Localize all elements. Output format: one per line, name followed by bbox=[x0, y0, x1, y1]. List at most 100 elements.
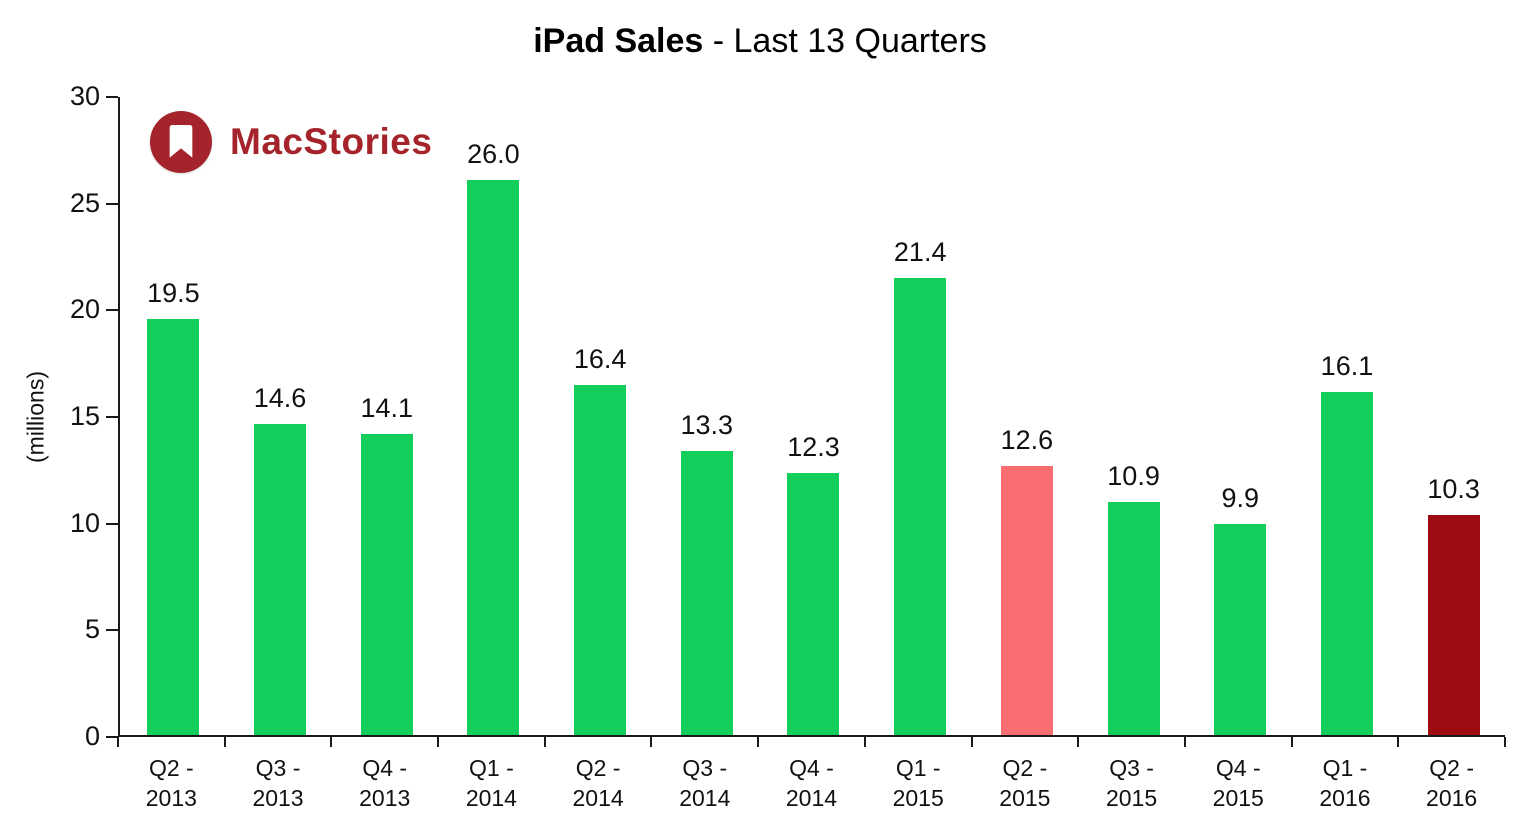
x-axis-tick bbox=[543, 737, 546, 747]
bar-value-label: 26.0 bbox=[467, 139, 520, 170]
x-axis-tick bbox=[757, 737, 760, 747]
x-axis-label-year: 2015 bbox=[999, 785, 1051, 811]
chart-title-bold: iPad Sales bbox=[533, 22, 704, 60]
bar bbox=[1427, 515, 1480, 735]
x-axis-tick bbox=[437, 737, 440, 747]
x-axis-label-quarter: Q4 - bbox=[789, 755, 834, 781]
bar-value-label: 14.6 bbox=[253, 382, 307, 413]
bar-value-label: 19.5 bbox=[147, 278, 200, 308]
bar bbox=[467, 180, 520, 735]
bar-slot: 26.0 bbox=[440, 97, 547, 735]
bar bbox=[1107, 502, 1160, 735]
macstories-logo: MacStories bbox=[150, 111, 432, 173]
x-axis-label-year: 2014 bbox=[572, 785, 624, 811]
bar-slot: 9.9 bbox=[1187, 97, 1294, 735]
bar-slot: 16.1 bbox=[1294, 97, 1401, 735]
x-axis-label-quarter: Q3 - bbox=[255, 755, 301, 781]
x-axis-tick bbox=[650, 737, 653, 747]
x-axis-label-quarter: Q4 - bbox=[1215, 755, 1261, 781]
bar-slot: 14.1 bbox=[333, 97, 440, 735]
x-axis-label-quarter: Q4 - bbox=[362, 755, 408, 781]
bar bbox=[1214, 523, 1267, 735]
x-axis-label-year: 2013 bbox=[359, 785, 411, 811]
bar-value-label: 9.9 bbox=[1221, 482, 1260, 513]
bar-value-label: 13.3 bbox=[680, 410, 734, 441]
bar bbox=[787, 472, 840, 735]
bar-slot: 16.4 bbox=[547, 97, 654, 735]
x-axis-label-year: 2014 bbox=[785, 785, 838, 811]
x-axis-label-year: 2015 bbox=[892, 785, 944, 811]
bar-slot: 12.3 bbox=[760, 97, 867, 735]
chart-title-rest: - Last 13 Quarters bbox=[703, 22, 987, 60]
x-axis-label: Q2 - 2014 bbox=[545, 753, 652, 813]
x-axis-label: Q3 - 2013 bbox=[225, 753, 332, 813]
x-axis-label-year: 2013 bbox=[145, 785, 197, 811]
bar-value-label: 10.9 bbox=[1107, 461, 1160, 492]
x-axis-label-quarter: Q1 - bbox=[1322, 755, 1368, 781]
bar-value-label: 16.4 bbox=[573, 344, 627, 375]
x-axis-tick bbox=[1504, 737, 1506, 747]
x-axis-label-quarter: Q2 - bbox=[1429, 755, 1474, 781]
bar-value-label: 12.6 bbox=[1000, 425, 1054, 456]
bar-slot: 10.9 bbox=[1080, 97, 1187, 735]
y-axis-tick-label: 0 bbox=[84, 721, 100, 751]
bookmark-glyph bbox=[169, 125, 193, 158]
x-axis-label: Q4 - 2015 bbox=[1185, 753, 1292, 813]
x-axis-tick bbox=[863, 737, 866, 747]
bar bbox=[254, 423, 307, 735]
y-axis-tick-label: 25 bbox=[69, 187, 100, 218]
y-axis-tick bbox=[106, 96, 118, 98]
x-axis-label: Q4 - 2013 bbox=[331, 753, 438, 813]
bar-slot: 12.6 bbox=[974, 97, 1081, 735]
x-axis-label-year: 2015 bbox=[1212, 785, 1264, 811]
x-axis-label: Q1 - 2014 bbox=[438, 753, 545, 813]
x-axis-label-quarter: Q1 - bbox=[469, 755, 514, 781]
x-axis-label-year: 2013 bbox=[252, 785, 304, 811]
y-axis-tick bbox=[106, 202, 118, 205]
x-axis-label-year: 2016 bbox=[1319, 785, 1371, 811]
y-axis-tick bbox=[106, 736, 118, 738]
x-axis-label: Q3 - 2015 bbox=[1078, 753, 1185, 813]
x-axis-tick bbox=[1290, 737, 1293, 747]
y-axis-tick bbox=[106, 629, 118, 632]
x-axis-tick bbox=[970, 737, 973, 747]
logo-text: MacStories bbox=[230, 121, 433, 162]
bar bbox=[680, 451, 733, 735]
bar-slot: 13.3 bbox=[653, 97, 760, 735]
x-axis-label-year: 2014 bbox=[465, 785, 517, 811]
bar bbox=[147, 319, 200, 735]
y-axis-tick-label: 20 bbox=[69, 294, 100, 325]
plot-area: MacStories 19.5 14.6 14.1 26.0 16.4 13.3 12.3 2… bbox=[118, 97, 1505, 737]
bar-slot: 14.6 bbox=[227, 97, 334, 735]
x-axis-label-year: 2016 bbox=[1426, 785, 1478, 811]
bar-value-label: 14.1 bbox=[360, 393, 413, 424]
x-axis-tick bbox=[1077, 737, 1080, 747]
x-axis-label-quarter: Q3 - bbox=[1109, 755, 1154, 781]
x-axis-tick bbox=[330, 737, 333, 747]
bar-value-label: 10.3 bbox=[1427, 474, 1480, 505]
x-axis-label: Q1 - 2016 bbox=[1292, 753, 1399, 813]
bar-slot: 19.5 bbox=[120, 97, 227, 735]
bar bbox=[574, 385, 627, 735]
x-axis-label-quarter: Q2 - bbox=[1002, 755, 1048, 781]
y-axis-tick-label: 5 bbox=[84, 614, 100, 645]
x-axis-label: Q2 - 2016 bbox=[1398, 753, 1505, 813]
x-axis-tick bbox=[1397, 737, 1400, 747]
x-axis-label-year: 2014 bbox=[679, 785, 731, 811]
x-axis-label-quarter: Q3 - bbox=[682, 755, 728, 781]
x-axis-label-quarter: Q1 - bbox=[895, 755, 941, 781]
x-axis-label-quarter: Q2 - bbox=[575, 755, 621, 781]
y-axis-tick bbox=[106, 522, 118, 525]
x-axis-label: Q3 - 2014 bbox=[651, 753, 758, 813]
x-axis-label: Q2 - 2013 bbox=[118, 753, 225, 813]
chart-title: iPad Sales - Last 13 Quarters bbox=[0, 22, 1520, 61]
y-axis-tick-label: 15 bbox=[69, 401, 100, 431]
bookmark-icon bbox=[150, 111, 212, 173]
bar-slot: 21.4 bbox=[867, 97, 974, 735]
bar-value-label: 21.4 bbox=[893, 237, 947, 268]
x-axis-tick bbox=[223, 737, 226, 747]
y-axis-tick bbox=[106, 416, 118, 418]
bar bbox=[894, 278, 947, 735]
y-axis-tick bbox=[106, 309, 118, 312]
